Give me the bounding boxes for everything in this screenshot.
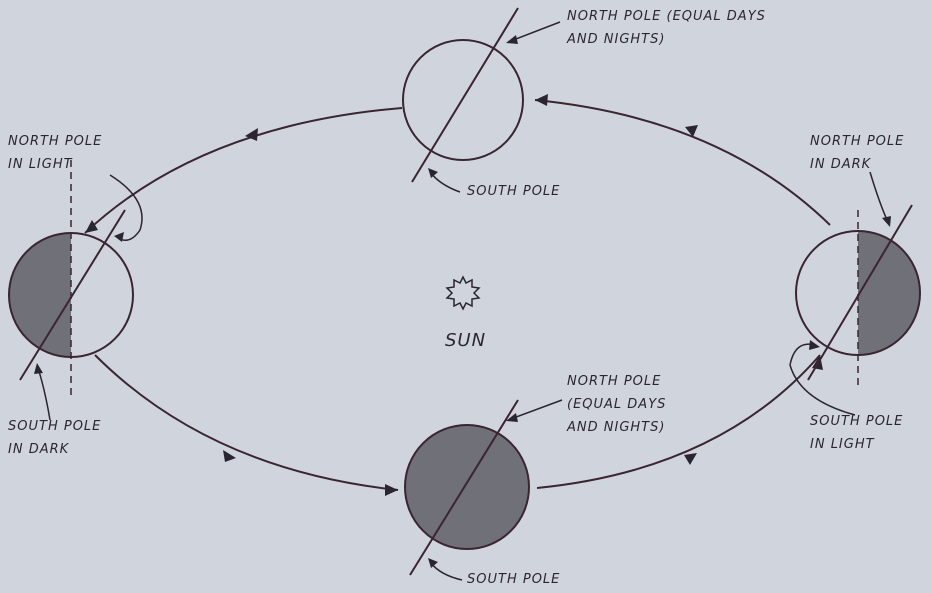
label: NORTH POLE (810, 134, 904, 149)
label: SOUTH POLE (8, 419, 101, 434)
label: SOUTH POLE (810, 414, 903, 429)
label: IN LIGHT (810, 437, 875, 452)
sun-label: SUN (445, 330, 486, 351)
label: IN LIGHT (8, 157, 73, 172)
label: NORTH POLE (8, 134, 102, 149)
label: NORTH POLE (EQUAL DAYS (567, 9, 766, 24)
label: IN DARK (810, 157, 872, 172)
label: (EQUAL DAYS (567, 397, 666, 412)
label: AND NIGHTS) (566, 420, 665, 435)
label: SOUTH POLE (467, 184, 560, 199)
diagram: SUN NORTH POLE (EQUAL DAYS AND NIGHTS) SOU… (0, 0, 932, 593)
label: SOUTH POLE (467, 572, 560, 587)
label: NORTH POLE (567, 374, 661, 389)
label: IN DARK (8, 442, 70, 457)
label: AND NIGHTS) (566, 32, 665, 47)
